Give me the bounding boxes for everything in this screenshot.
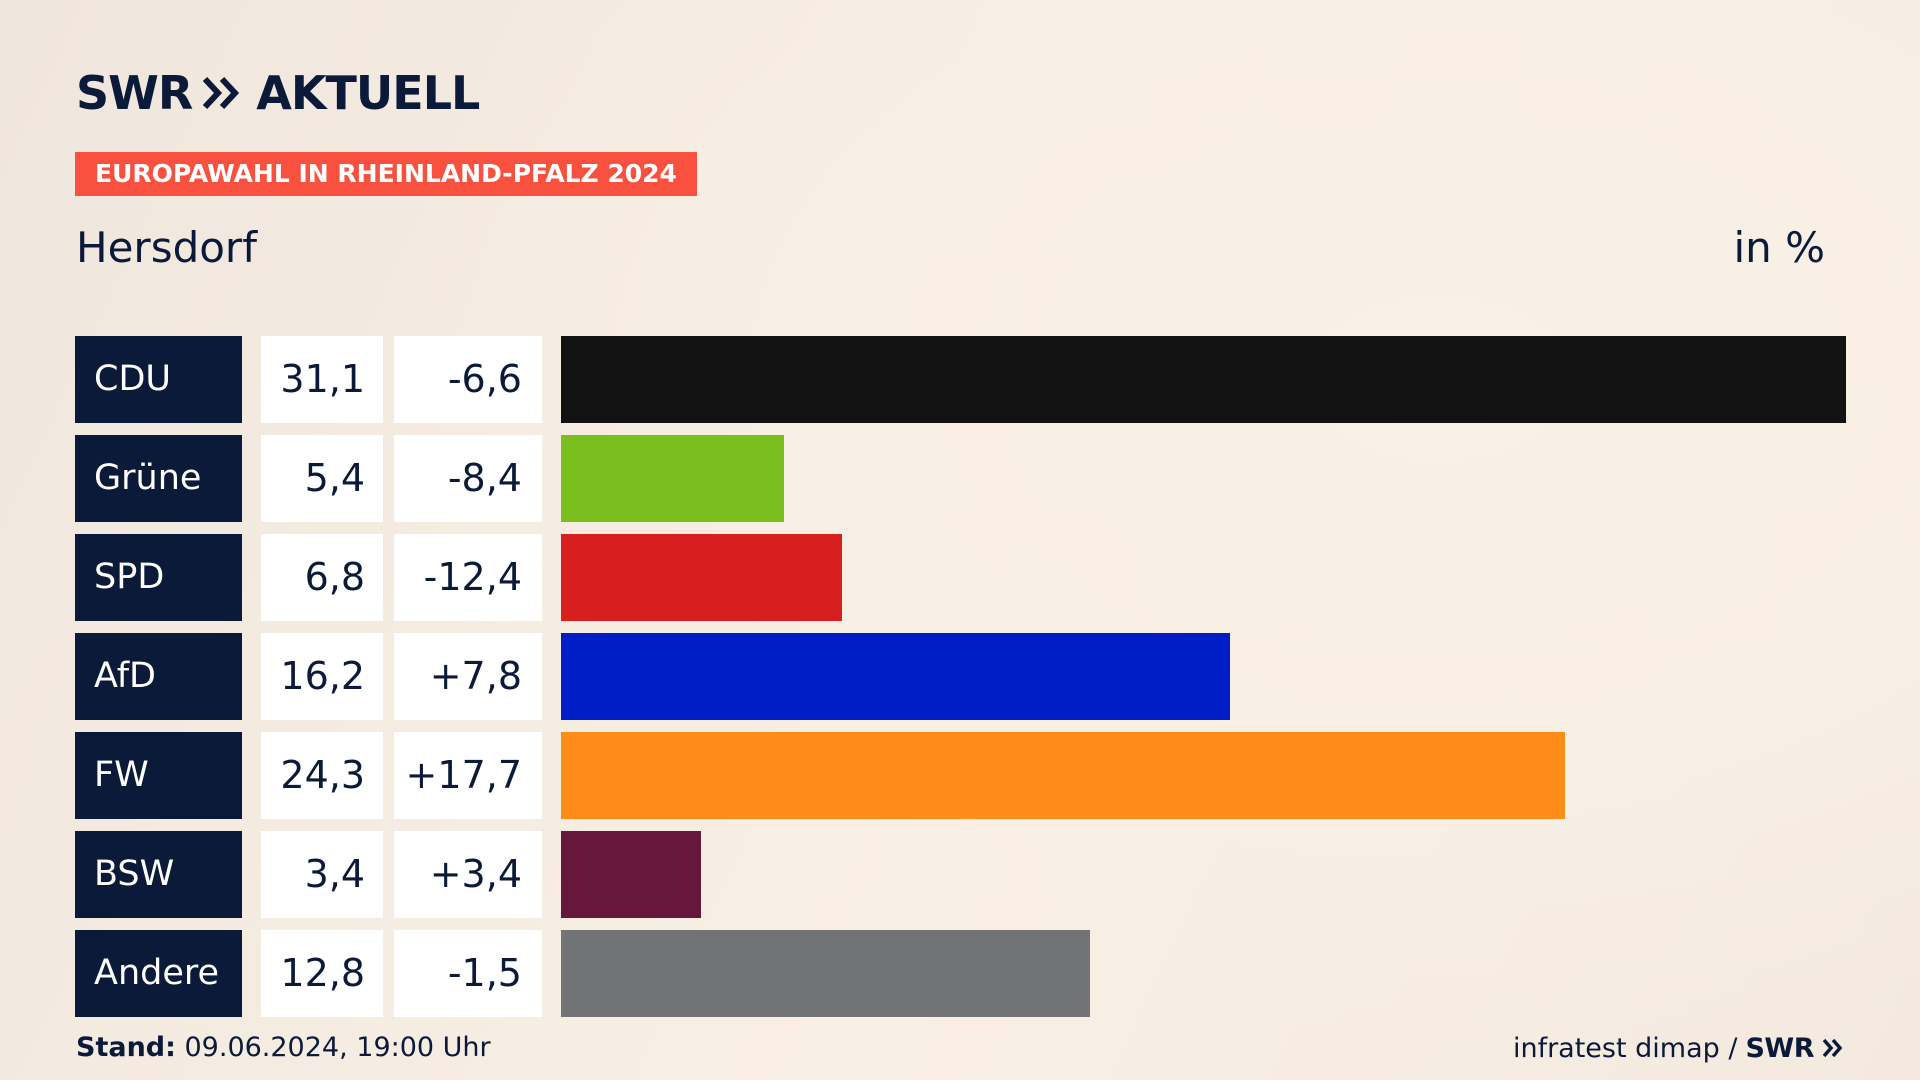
footer-stand: Stand: 09.06.2024, 19:00 Uhr: [76, 1030, 491, 1066]
value-label: 3,4: [261, 831, 383, 918]
election-badge: EUROPAWAHL IN RHEINLAND-PFALZ 2024: [75, 152, 697, 196]
place-title: Hersdorf: [76, 223, 257, 272]
result-bar: [561, 633, 1230, 720]
double-chevron-icon: [1822, 1038, 1843, 1058]
value-label: 16,2: [261, 633, 383, 720]
logo-brand: SWR: [76, 66, 193, 120]
diff-label: +7,8: [394, 633, 542, 720]
logo-suffix: AKTUELL: [256, 66, 480, 120]
result-bar: [561, 336, 1846, 423]
result-bar: [561, 435, 784, 522]
double-chevron-icon: [203, 76, 240, 110]
diff-label: -12,4: [394, 534, 542, 621]
party-label: AfD: [75, 633, 242, 720]
party-label: FW: [75, 732, 242, 819]
diff-label: +17,7: [394, 732, 542, 819]
result-row: Grüne 5,4 -8,4: [75, 435, 1846, 522]
party-label: Andere: [75, 930, 242, 1017]
footer-source: infratest dimap / SWR: [1513, 1030, 1844, 1066]
result-row: SPD 6,8 -12,4: [75, 534, 1846, 621]
diff-label: -6,6: [394, 336, 542, 423]
stand-label: Stand:: [76, 1032, 176, 1063]
stand-value: 09.06.2024, 19:00 Uhr: [175, 1032, 491, 1063]
value-label: 6,8: [261, 534, 383, 621]
value-label: 31,1: [261, 336, 383, 423]
result-bar: [561, 930, 1090, 1017]
party-label: BSW: [75, 831, 242, 918]
result-row: FW 24,3 +17,7: [75, 732, 1846, 819]
party-label: SPD: [75, 534, 242, 621]
result-bar: [561, 831, 701, 918]
diff-label: -1,5: [394, 930, 542, 1017]
party-label: Grüne: [75, 435, 242, 522]
source-brand: SWR: [1745, 1032, 1814, 1064]
value-label: 5,4: [261, 435, 383, 522]
diff-label: -8,4: [394, 435, 542, 522]
swr-aktuell-logo: SWR AKTUELL: [76, 66, 480, 120]
source-text: infratest dimap /: [1512, 1032, 1738, 1064]
unit-label: in %: [1733, 223, 1825, 272]
value-label: 12,8: [261, 930, 383, 1017]
result-row: BSW 3,4 +3,4: [75, 831, 1846, 918]
diff-label: +3,4: [394, 831, 542, 918]
result-row: Andere 12,8 -1,5: [75, 930, 1846, 1017]
result-bar: [561, 732, 1565, 819]
result-row: CDU 31,1 -6,6: [75, 336, 1846, 423]
result-row: AfD 16,2 +7,8: [75, 633, 1846, 720]
value-label: 24,3: [261, 732, 383, 819]
result-bar: [561, 534, 842, 621]
party-label: CDU: [75, 336, 242, 423]
